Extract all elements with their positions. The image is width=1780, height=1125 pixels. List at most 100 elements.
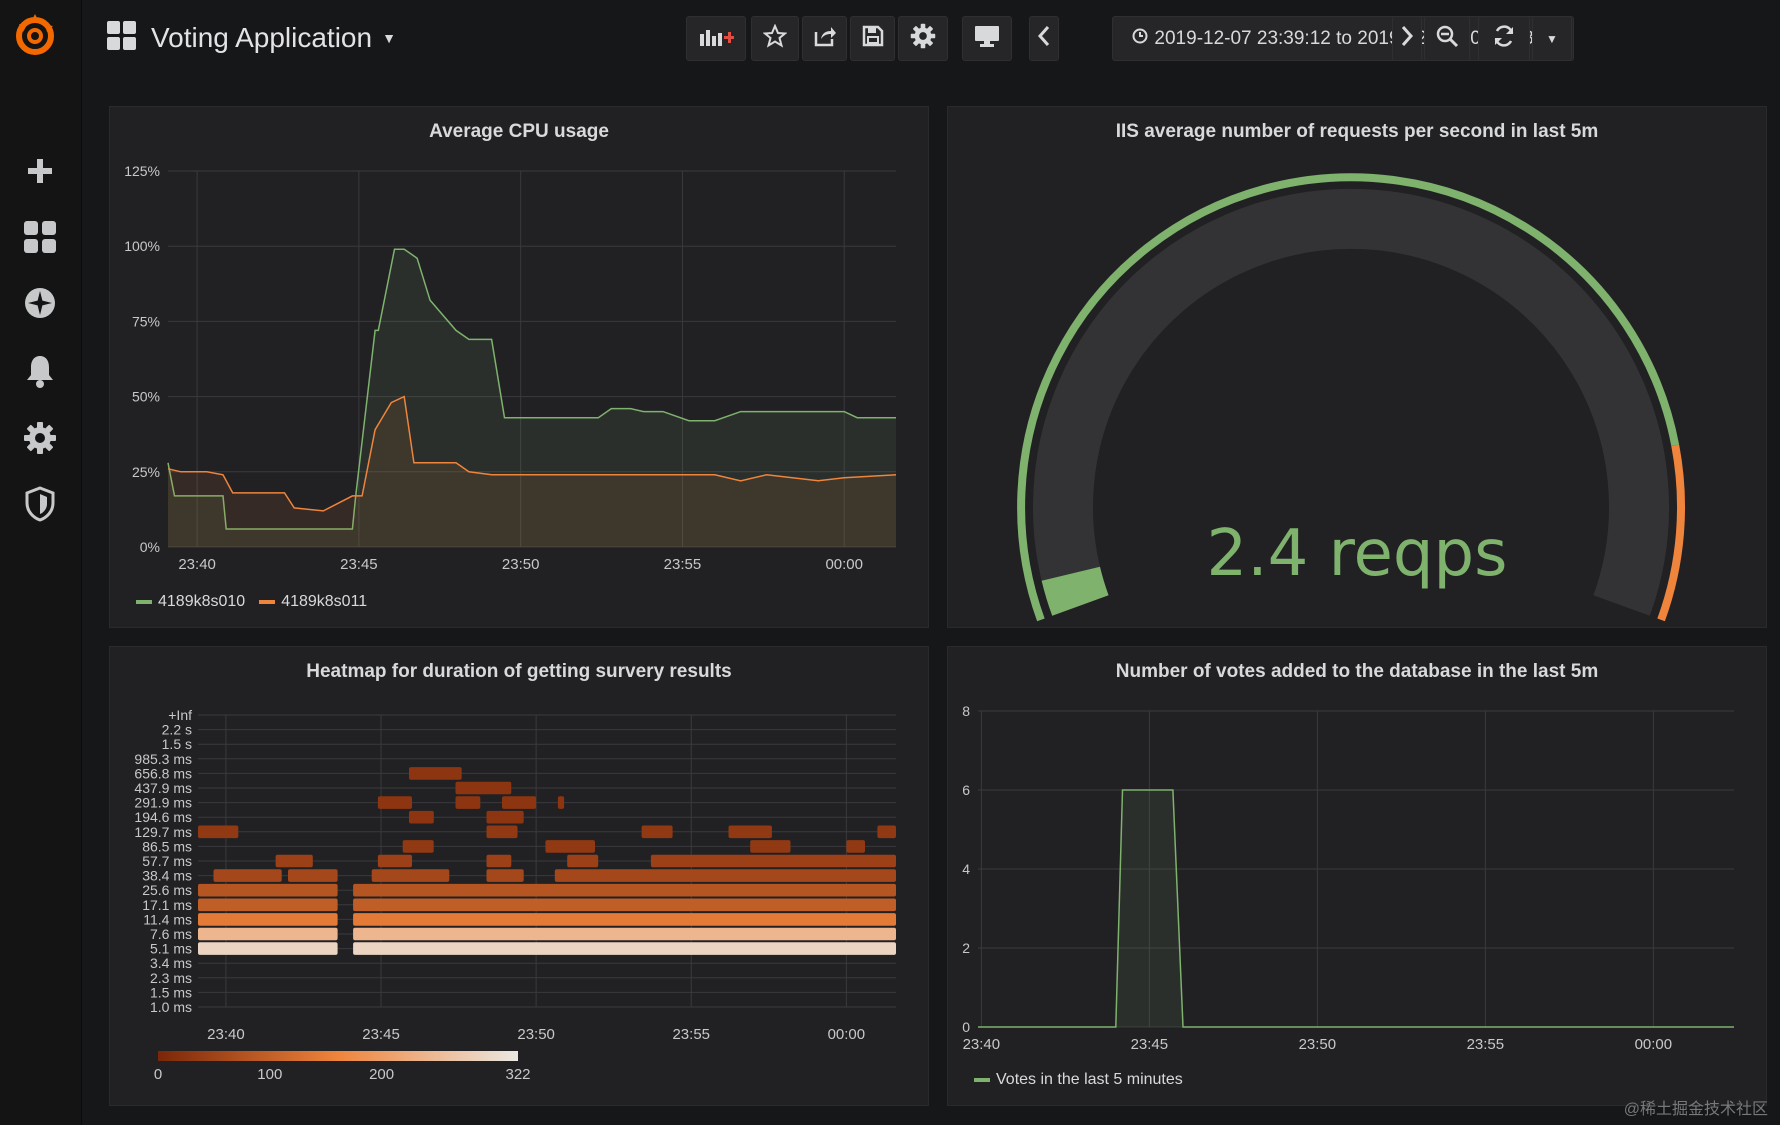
star-dashboard-button[interactable] <box>751 16 799 61</box>
y-tick-label: 11.4 ms <box>143 911 192 927</box>
heatmap-cell-run <box>353 898 897 912</box>
sidebar <box>0 0 82 1125</box>
legend-swatch <box>136 600 152 604</box>
alerting-bell-icon[interactable] <box>19 350 61 392</box>
legend-item[interactable]: Votes in the last 5 minutes <box>974 1071 1183 1089</box>
share-dashboard-button[interactable] <box>802 16 847 61</box>
y-tick-label: 1.5 ms <box>150 984 192 1000</box>
grafana-logo-icon[interactable] <box>12 12 58 58</box>
heatmap-cell-run <box>545 840 595 853</box>
clock-icon <box>1132 28 1148 50</box>
votes-legend: Votes in the last 5 minutes <box>974 1071 1197 1089</box>
legend-item[interactable]: 4189k8s011 <box>259 593 367 611</box>
settings-gear-icon <box>910 23 936 54</box>
y-tick-label: 437.9 ms <box>134 780 192 796</box>
heatmap-cell-run <box>728 825 772 839</box>
x-tick-label: 23:45 <box>1131 1036 1169 1053</box>
cpu-legend: 4189k8s010 4189k8s011 <box>136 593 381 611</box>
heatmap-cell-run <box>353 942 897 955</box>
y-tick-label: 50% <box>132 389 160 405</box>
heatmap-cell-run <box>877 825 896 839</box>
y-tick-label: 8 <box>962 703 970 719</box>
x-tick-label: 23:40 <box>207 1026 245 1043</box>
x-tick-label: 23:40 <box>963 1036 1001 1053</box>
y-tick-label: 75% <box>132 313 160 329</box>
star-icon <box>762 23 788 53</box>
heatmap-cell-run <box>288 869 338 882</box>
heatmap-cell-run <box>198 913 338 926</box>
y-tick-label: 2 <box>962 940 970 956</box>
heatmap-cell-run <box>371 869 450 882</box>
y-tick-label: 129.7 ms <box>134 824 192 840</box>
heatmap-cell-run <box>402 840 434 853</box>
heatmap-cell-run <box>486 854 512 868</box>
heatmap-cell-run <box>213 869 282 882</box>
refresh-button[interactable] <box>1478 16 1530 61</box>
time-shift-back-button[interactable] <box>1029 16 1059 61</box>
dashboard-settings-button[interactable] <box>898 16 948 61</box>
heatmap-cell-run <box>557 796 565 809</box>
series-area <box>978 790 1734 1027</box>
add-panel-icon <box>698 24 734 53</box>
configuration-gear-icon[interactable] <box>19 417 61 459</box>
x-tick-label: 23:50 <box>517 1026 555 1043</box>
panel-votes-added[interactable]: Number of votes added to the database in… <box>947 646 1767 1106</box>
heatmap-cell-run <box>486 825 518 839</box>
color-scale-tick-label: 100 <box>257 1066 282 1083</box>
zoom-out-icon <box>1435 24 1459 53</box>
refresh-interval-dropdown[interactable]: ▼ <box>1532 16 1572 61</box>
color-scale-tick-label: 322 <box>505 1066 530 1083</box>
heatmap-cell-run <box>377 854 412 868</box>
x-tick-label: 23:55 <box>1467 1036 1505 1053</box>
legend-item[interactable]: 4189k8s010 <box>136 593 245 611</box>
y-tick-label: 656.8 ms <box>134 765 192 781</box>
server-admin-shield-icon[interactable] <box>19 483 61 525</box>
dashboard-grid-icon <box>107 20 137 56</box>
series-line <box>167 395 897 512</box>
add-panel-button[interactable] <box>686 16 746 61</box>
heatmap-cell-run <box>198 825 239 839</box>
panel-title: Heatmap for duration of getting survery … <box>306 661 732 682</box>
color-scale-tick-label: 200 <box>369 1066 394 1083</box>
plus-icon[interactable] <box>19 150 61 192</box>
series-line <box>978 789 1734 1028</box>
dashboard-navbar: Voting Application ▼ <box>82 0 1780 80</box>
series-area <box>168 249 896 547</box>
gauge-value-arc <box>1041 566 1109 616</box>
y-tick-label: 100% <box>124 238 160 254</box>
heatmap-cell-run <box>455 796 481 809</box>
y-tick-label: 25.6 ms <box>142 882 192 898</box>
x-tick-label: 00:00 <box>825 556 863 573</box>
heatmap-cell-run <box>353 927 897 941</box>
heatmap-cell-run <box>353 913 897 926</box>
x-tick-label: 23:50 <box>1299 1036 1337 1053</box>
panel-heatmap-survey-duration[interactable]: Heatmap for duration of getting survery … <box>109 646 929 1106</box>
time-shift-forward-button[interactable] <box>1392 16 1422 61</box>
color-scale-tick-label: 0 <box>154 1066 162 1083</box>
y-tick-label: 985.3 ms <box>134 751 192 767</box>
x-tick-label: 23:55 <box>664 556 702 573</box>
y-tick-label: 3.4 ms <box>150 955 192 971</box>
y-tick-label: 38.4 ms <box>142 868 192 884</box>
legend-label: Votes in the last 5 minutes <box>996 1071 1183 1088</box>
gauge-background-arc <box>1033 188 1669 616</box>
dashboard-title: Voting Application <box>151 22 373 53</box>
panel-average-cpu-usage[interactable]: Average CPU usage 0% 25% 50% 75% 100% 125% 23:… <box>109 106 929 628</box>
save-icon <box>861 24 885 53</box>
tv-mode-button[interactable] <box>962 16 1012 61</box>
dashboard-picker[interactable]: Voting Application ▼ <box>107 18 396 58</box>
series-area <box>168 396 896 547</box>
cpu-line-chart: 0% 25% 50% 75% 100% 125% 23:40 23:45 23:50 23:55 0… <box>124 163 897 573</box>
y-tick-label: 1.0 ms <box>150 999 192 1015</box>
refresh-icon <box>1492 24 1516 53</box>
dashboards-icon[interactable] <box>19 216 61 258</box>
heatmap-cell-run <box>275 854 313 868</box>
explore-compass-icon[interactable] <box>19 282 61 324</box>
watermark: @稀土掘金技术社区 <box>1623 1101 1768 1118</box>
heatmap-cell-run <box>650 854 896 868</box>
heatmap-color-scale <box>158 1051 518 1061</box>
panel-iis-requests-gauge[interactable]: IIS average number of requests per secon… <box>947 106 1767 628</box>
zoom-out-button[interactable] <box>1424 16 1470 61</box>
save-dashboard-button[interactable] <box>850 16 895 61</box>
heatmap-cell-run <box>567 854 599 868</box>
